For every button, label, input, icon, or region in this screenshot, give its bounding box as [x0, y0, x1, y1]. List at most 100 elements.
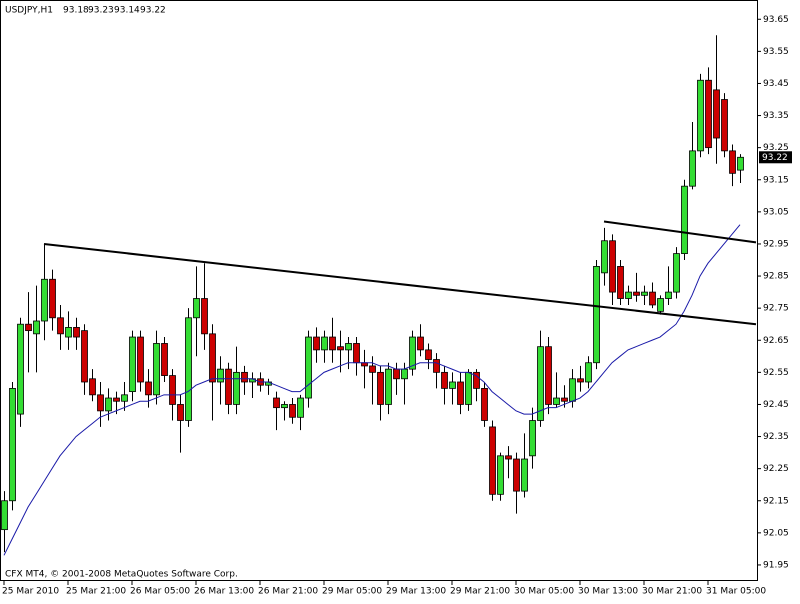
- trendline: [603, 220, 757, 244]
- candle-body: [609, 240, 616, 293]
- candle-body: [705, 79, 712, 149]
- candle-body: [641, 291, 648, 296]
- y-tick-label: 93.55: [763, 47, 789, 57]
- candle-body: [273, 397, 280, 409]
- candle-body: [505, 455, 512, 460]
- candle-body: [377, 371, 384, 405]
- x-tick-label: 26 Mar 13:00: [194, 587, 254, 597]
- candle-body: [97, 394, 104, 412]
- candle-body: [401, 368, 408, 380]
- candle-body: [337, 346, 344, 351]
- y-tick-label: 92.55: [763, 368, 789, 378]
- candle-body: [1, 500, 8, 531]
- candle-body: [601, 240, 608, 274]
- candle-body: [585, 362, 592, 383]
- price-label-box: [759, 151, 792, 164]
- candle-body: [481, 388, 488, 421]
- candle-body: [473, 371, 480, 389]
- candle-body: [369, 365, 376, 373]
- y-tick-label: 93.25: [763, 143, 789, 153]
- candle-body: [9, 388, 16, 502]
- candle-body: [673, 253, 680, 293]
- candle-body: [521, 458, 528, 492]
- candle-body: [713, 89, 720, 139]
- candle-body: [17, 323, 24, 415]
- copyright: CFX MT4, © 2001-2008 MetaQuotes Software…: [5, 570, 238, 580]
- candle-body: [569, 378, 576, 402]
- x-tick-label: 31 Mar 05:00: [706, 587, 766, 597]
- candle-body: [105, 397, 112, 412]
- candle-body: [617, 266, 624, 299]
- y-tick-label: 92.75: [763, 304, 789, 314]
- x-tick-label: 30 Mar 13:00: [578, 587, 638, 597]
- y-tick-label: 92.15: [763, 496, 789, 506]
- candle-body: [737, 156, 744, 171]
- y-tick-label: 92.95: [763, 239, 789, 249]
- candle-body: [25, 323, 32, 332]
- candle-body: [553, 397, 560, 405]
- ohlc-low: 93.14: [114, 6, 140, 16]
- candle-body: [81, 330, 88, 383]
- candle-body: [345, 343, 352, 351]
- candle-body: [209, 333, 216, 383]
- y-tick-label: 93.35: [763, 111, 789, 121]
- candle-body: [137, 336, 144, 383]
- candle-body: [729, 150, 736, 174]
- candle-body: [225, 368, 232, 405]
- candle-body: [33, 320, 40, 335]
- candle-body: [593, 266, 600, 364]
- candle-body: [241, 371, 248, 383]
- candle-body: [321, 336, 328, 351]
- candle-body: [161, 343, 168, 376]
- candle-body: [129, 336, 136, 393]
- candle-body: [665, 291, 672, 299]
- candle-body: [633, 291, 640, 296]
- candle-body: [385, 368, 392, 405]
- candle-body: [577, 378, 584, 383]
- moving-average: [3, 224, 741, 556]
- x-tick-label: 30 Mar 05:00: [514, 587, 574, 597]
- candle-body: [545, 346, 552, 405]
- candle-body: [145, 381, 152, 396]
- candle-body: [449, 381, 456, 389]
- candle-body: [433, 359, 440, 373]
- y-tick-label: 92.85: [763, 272, 789, 282]
- candle-body: [625, 291, 632, 299]
- candle-body: [281, 404, 288, 409]
- candle-body: [409, 336, 416, 370]
- candle-body: [169, 375, 176, 405]
- trendline: [43, 242, 757, 326]
- ohlc-open: 93.18: [63, 6, 89, 16]
- candle-body: [497, 455, 504, 495]
- candle-body: [489, 426, 496, 495]
- candle-body: [457, 381, 464, 405]
- ohlc-high: 93.23: [88, 6, 114, 16]
- x-tick-label: 25 Mar 21:00: [66, 587, 126, 597]
- candle-body: [681, 185, 688, 254]
- x-tick-label: 30 Mar 21:00: [642, 587, 702, 597]
- candle-body: [425, 349, 432, 360]
- y-tick-label: 92.45: [763, 400, 789, 410]
- candle-body: [177, 404, 184, 421]
- candle-body: [89, 378, 96, 396]
- candle-body: [417, 336, 424, 351]
- y-tick-label: 93.45: [763, 79, 789, 89]
- x-tick-label: 26 Mar 21:00: [258, 587, 318, 597]
- x-tick-label: 25 Mar 2010: [2, 587, 59, 597]
- candle-body: [513, 458, 520, 492]
- y-tick-label: 93.05: [763, 207, 789, 217]
- candle-body: [305, 336, 312, 399]
- y-tick-label: 92.05: [763, 528, 789, 538]
- candle-body: [465, 371, 472, 405]
- candle-body: [65, 327, 72, 338]
- y-tick-label: 92.25: [763, 464, 789, 474]
- candle-body: [193, 298, 200, 319]
- candle-body: [561, 397, 568, 402]
- candle-body: [353, 343, 360, 364]
- y-tick-label: 92.35: [763, 432, 789, 442]
- candle-body: [441, 371, 448, 389]
- candle-body: [57, 317, 64, 335]
- candle-body: [529, 420, 536, 457]
- plot-frame: [0, 0, 758, 581]
